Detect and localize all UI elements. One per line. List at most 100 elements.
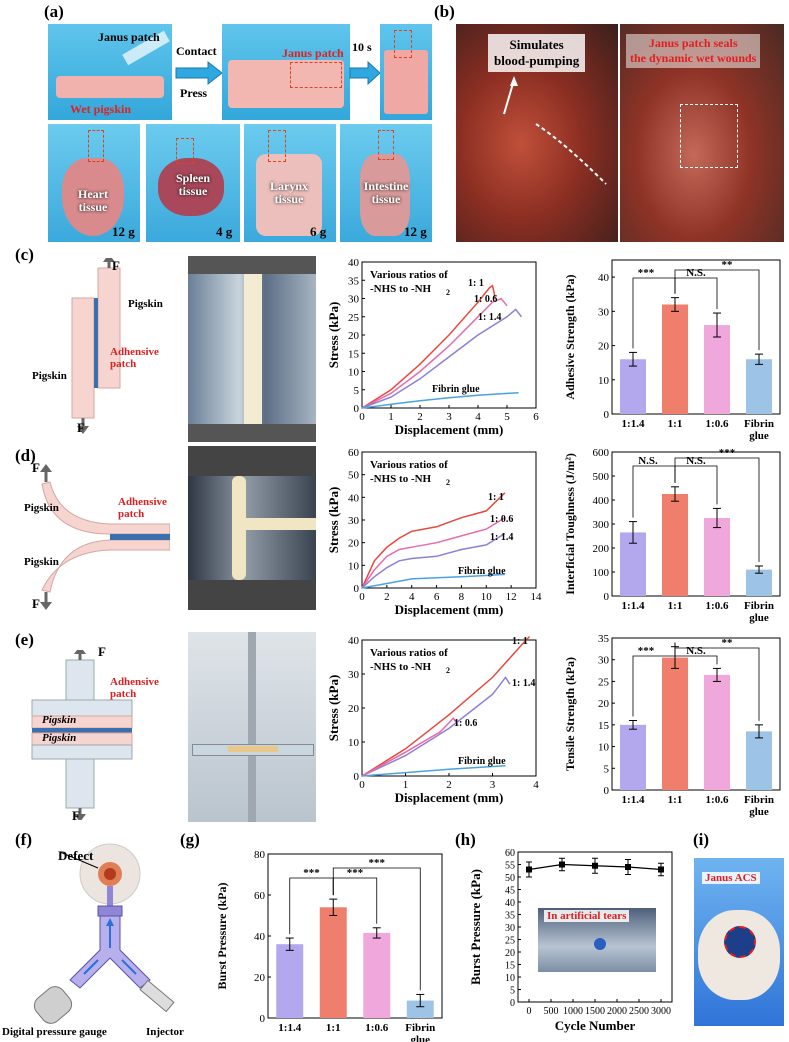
y-tick-label: 10 [505,973,515,984]
panel-label-g: (g) [180,830,200,849]
panel-label-b: (b) [434,2,455,21]
e-f-bottom: F [72,808,80,823]
panel-label-d: (d) [15,446,36,465]
y-tick-label: 20 [348,703,360,715]
y-tick-label: 15 [505,961,515,972]
significance-label: *** [638,267,655,279]
y-tick-label: 600 [593,447,610,459]
bar [745,731,773,790]
series-line [361,297,508,409]
y-tick-label: 5 [604,763,610,775]
a-tissue-weight: 12 g [404,224,427,239]
y-tick-label: 20 [348,538,360,550]
significance-label: N.S. [686,267,706,279]
x-tick-label: 1:1 [668,418,683,430]
photo-e-lap [188,632,316,822]
x-tick-label: Fibrin [405,1022,435,1034]
significance-label: N.S. [638,455,658,467]
y-tick-label: 0 [354,771,360,783]
series-line [361,284,497,409]
x-tick-label: 4 [409,591,415,603]
bar [276,944,304,1018]
y-tick-label: 25 [348,312,360,324]
x-axis-label: Cycle Number [555,1018,636,1033]
y-tick-label: 50 [505,873,515,884]
i-label: Janus ACS [702,872,760,884]
y-tick-label: 100 [593,567,610,579]
y-axis-label: Adhesive Strength (kPa) [563,274,577,399]
x-tick-label: 8 [459,591,465,603]
photo-a-patch-on-pigskin: Janus patch [222,24,350,120]
series-line [361,765,506,777]
plot-frame [611,637,781,791]
x-tick-label: 2 [446,779,452,791]
y-tick-label: 0 [604,785,610,797]
panel-label-e: (e) [15,630,34,649]
f-gauge-label: Digital pressure gauge [2,1026,107,1038]
y-axis-label: Stress (kPa) [328,675,341,742]
d-f-bottom: F [32,596,40,611]
y-tick-label: 40 [505,898,515,909]
chart-g-bar: 0 20 40 60 80 Burst Pressure (kPa) 1:1.4 1:1 1:0… [215,849,443,1042]
data-point [592,862,598,869]
photo-i-eye: Janus ACS [694,858,784,1026]
y-tick-label: 50 [348,470,360,482]
bar [619,359,647,414]
y-tick-label: 55 [505,861,515,872]
series-line [361,308,523,409]
b-right-text: Janus patch seals the dynamic wet wounds [626,34,761,68]
y-tick-label: 80 [254,849,266,861]
x-tick-label: 3000 [651,1006,671,1017]
y-tick-label: 40 [348,492,360,504]
series-label: Fibrin glue [458,756,506,767]
y-tick-label: 20 [254,972,266,984]
f-injector-label: Injector [146,1026,184,1038]
x-tick-label: 4 [475,411,481,423]
y-tick-label: 25 [598,676,610,688]
schematic-e [31,650,133,820]
schematic-d [40,464,170,610]
x-tick-label: 1 [388,411,394,423]
h-inset-label: In artificial tears [544,910,630,922]
panel-label-c: (c) [15,245,34,264]
photo-h-inset: In artificial tears [538,908,656,972]
panel-label-i: (i) [693,830,710,849]
significance-bracket [674,642,760,721]
y-tick-label: 10 [348,367,360,379]
series-label: 1: 1 [488,492,504,503]
y-tick-label: 20 [348,330,360,342]
photo-a-intestine: Intestine tissue 12 g [340,124,432,242]
y-tick-label: 40 [598,272,610,284]
chart-d-bar: 0 100 200 300 400 500 600 Interficial Toughness… [563,447,781,624]
a-tissue-label: Intestine tissue [363,179,409,206]
y-tick-label: 30 [348,669,360,681]
series-label: Fibrin glue [432,384,480,395]
x-tick-label: 1500 [585,1006,605,1017]
a-tissue-label: Heart tissue [78,187,108,214]
data-point [526,866,532,873]
series-label: 1: 1 [512,636,528,647]
x-tick-label: 1:1 [668,600,683,612]
a-tissue-weight: 4 g [216,224,233,239]
chart-d-curve: 0 2 4 6 8 10 12 14 0 10 20 30 40 50 60 Displacement (mm… [328,447,543,617]
bar [406,1000,434,1018]
x-tick-label: glue [749,806,769,818]
x-tick-label: 1000 [563,1006,583,1017]
y-tick-label: 30 [348,294,360,306]
significance-label: ** [722,637,734,649]
x-tick-label: 14 [531,591,543,603]
c-f-top: F [112,258,120,273]
series-line [361,636,531,777]
bar [619,724,647,790]
x-tick-label: 12 [506,591,517,603]
curve-title: Various ratios of [370,269,448,281]
x-tick-label: 2000 [607,1006,627,1017]
b-dashed-box [680,104,738,168]
photo-a-wet-pigskin: Janus patch Wet pigskin [48,24,172,120]
y-tick-label: 15 [348,348,360,360]
photo-b-heart-right: Janus patch seals the dynamic wet wounds [620,24,784,242]
bar [703,325,731,414]
chart-c-curve: 0 1 2 3 4 5 6 0 5 10 15 20 25 30 35 40 Displacement (mm)… [328,257,539,437]
x-tick-label: 1:0.6 [706,794,729,806]
